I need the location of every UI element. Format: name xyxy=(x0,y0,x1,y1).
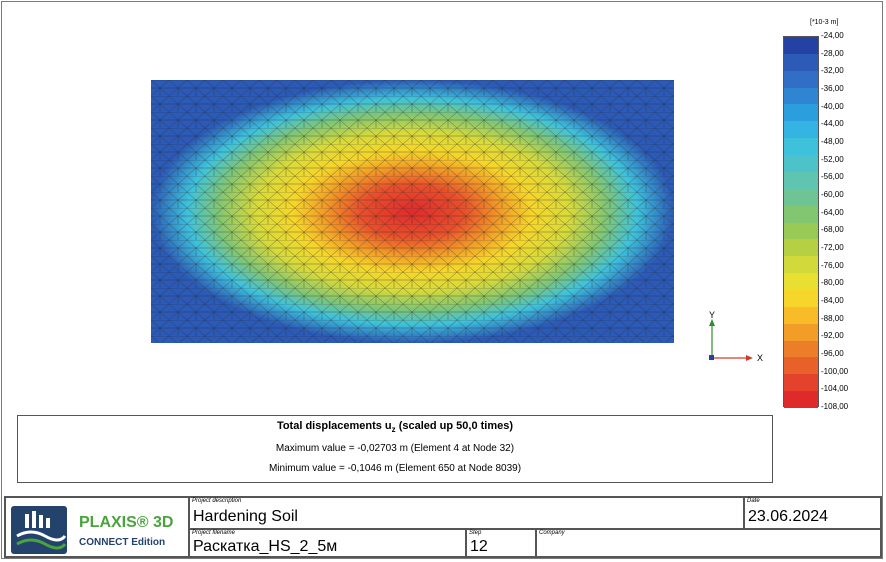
legend-colorbar xyxy=(783,36,819,409)
title-block: PLAXIS® 3D CONNECT Edition Project descr… xyxy=(4,496,882,558)
legend-tick-label: -108,00 xyxy=(821,402,849,411)
legend-band xyxy=(784,256,818,274)
legend-band xyxy=(784,87,818,105)
legend-unit: [*10-3 m] xyxy=(810,19,839,26)
legend-tick-label: -64,00 xyxy=(821,207,844,217)
logo-subtitle: CONNECT Edition xyxy=(79,537,166,548)
legend-band xyxy=(784,121,818,139)
legend-band xyxy=(784,273,818,291)
legend-band xyxy=(784,205,818,223)
legend-tick-label: -56,00 xyxy=(821,172,844,182)
x-axis-arrowhead xyxy=(746,355,753,361)
z-axis-marker xyxy=(709,355,714,360)
legend-tick-label: -104,00 xyxy=(821,384,849,394)
legend-tick-label: -24,00 xyxy=(821,31,844,40)
company-cell: Company xyxy=(536,529,881,557)
minimum-value: Minimum value = -0,1046 m (Element 650 a… xyxy=(268,463,522,475)
mesh-overlay xyxy=(151,80,674,343)
axes-indicator: Y X xyxy=(698,308,778,368)
legend-tick-label: -72,00 xyxy=(821,243,844,252)
date-value: 23.06.2024 xyxy=(748,508,829,525)
date-cell: Date 23.06.2024 xyxy=(744,497,881,529)
legend-band xyxy=(784,188,818,207)
legend-tick-label: -96,00 xyxy=(821,349,844,358)
project-description-cell: Project description Hardening Soil xyxy=(189,497,744,529)
project-filename-cell: Project filename Раскатка_HS_2_5м xyxy=(189,529,466,557)
legend-tick-label: -48,00 xyxy=(821,137,844,146)
legend-tick-label: -84,00 xyxy=(821,296,844,305)
legend-band xyxy=(784,306,818,325)
x-axis-label: X xyxy=(757,353,764,363)
maximum-value: Maximum value = -0,02703 m (Element 4 at… xyxy=(275,443,515,455)
legend-band xyxy=(784,138,818,156)
legend-tick-label: -100,00 xyxy=(821,366,849,376)
legend-band xyxy=(784,53,818,72)
result-info-box: Total displacements uz (scaled up 50,0 t… xyxy=(17,415,773,483)
step-value: 12 xyxy=(470,538,488,555)
logo-name: PLAXIS® 3D xyxy=(79,514,174,531)
legend-band xyxy=(784,391,818,409)
legend-band xyxy=(784,323,818,342)
legend-tick-label: -40,00 xyxy=(821,101,844,111)
legend-band xyxy=(784,222,818,240)
project-filename-caption: Project filename xyxy=(192,530,236,536)
legend-band xyxy=(784,37,818,55)
legend-band xyxy=(784,340,818,358)
legend-tick-label: -88,00 xyxy=(821,313,844,323)
legend-tick-label: -76,00 xyxy=(821,260,844,270)
project-description-caption: Project description xyxy=(192,498,242,504)
legend-tick-label: -32,00 xyxy=(821,66,844,76)
legend-band xyxy=(784,171,818,190)
legend-band xyxy=(784,357,818,375)
legend-tick-label: -44,00 xyxy=(821,119,844,129)
company-caption: Company xyxy=(539,530,565,536)
legend-tick-label: -68,00 xyxy=(821,225,844,235)
date-caption: Date xyxy=(747,498,760,504)
logo-cell: PLAXIS® 3D CONNECT Edition xyxy=(5,497,189,557)
legend-tick-label: -28,00 xyxy=(821,48,844,58)
plaxis-logo-icon xyxy=(11,506,67,554)
y-axis-arrowhead xyxy=(709,319,715,326)
legend-tick-label: -80,00 xyxy=(821,278,844,288)
legend-tick-label: -92,00 xyxy=(821,331,844,341)
project-filename: Раскатка_HS_2_5м xyxy=(193,538,338,555)
legend-band xyxy=(784,104,818,122)
step-caption: Step xyxy=(469,530,482,536)
y-axis-label: Y xyxy=(709,310,716,320)
legend-band xyxy=(784,70,818,89)
legend-band xyxy=(784,239,818,257)
legend-band xyxy=(784,289,818,308)
project-description: Hardening Soil xyxy=(193,508,298,525)
contour-plot[interactable] xyxy=(151,80,674,343)
plot-title: Total displacements uz (scaled up 50,0 t… xyxy=(276,420,514,435)
step-cell: Step 12 xyxy=(466,529,536,557)
legend-band xyxy=(784,155,818,173)
legend-tick-label: -60,00 xyxy=(821,190,844,199)
legend-tick-label: -36,00 xyxy=(821,84,844,93)
legend-tick-label: -52,00 xyxy=(821,154,844,164)
legend-band xyxy=(784,374,818,392)
